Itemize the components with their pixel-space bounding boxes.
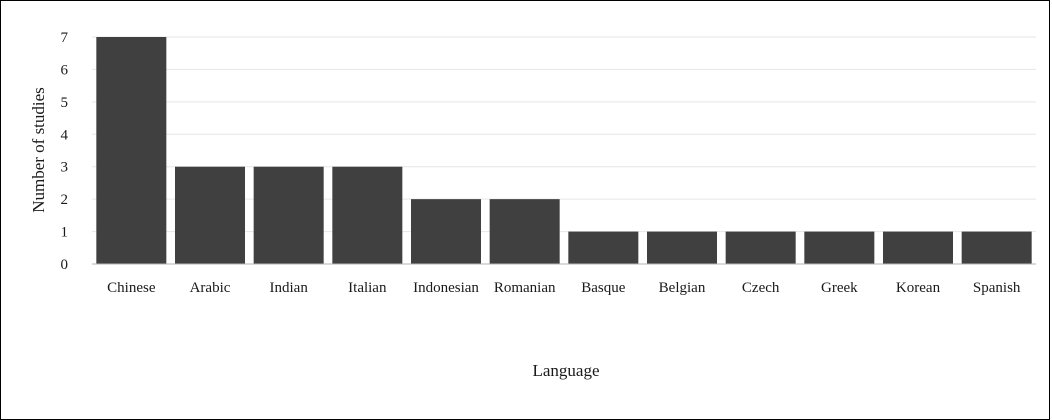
y-tick-label: 0 <box>61 257 69 273</box>
x-tick-label: Romanian <box>494 280 556 296</box>
bar-indian <box>253 166 324 264</box>
bar-romanian <box>489 199 560 264</box>
bar-indonesian <box>410 199 482 264</box>
bar-korean <box>882 231 954 264</box>
y-tick-label: 3 <box>61 160 69 176</box>
x-tick-label: Chinese <box>107 280 156 296</box>
y-tick-label: 7 <box>61 30 69 46</box>
x-tick-label: Belgian <box>659 280 706 296</box>
bars <box>96 37 1032 264</box>
x-tick-label: Indonesian <box>413 280 479 296</box>
y-tick-label: 1 <box>61 225 69 241</box>
bar-chinese <box>96 37 167 264</box>
x-tick-label: Greek <box>821 280 858 296</box>
gridlines <box>92 36 1036 233</box>
y-axis-title: Number of studies <box>29 87 48 213</box>
x-tick-label: Arabic <box>190 280 231 296</box>
bar-czech <box>725 231 796 264</box>
bar-chart: 0 1 2 3 4 5 6 7 Chinese Arabic Indian Italian Indon… <box>29 30 1036 380</box>
y-tick-label: 6 <box>61 62 69 78</box>
bar-arabic <box>174 166 246 264</box>
x-tick-label: Italian <box>348 280 387 296</box>
bar-spanish <box>961 231 1032 264</box>
x-tick-label: Indian <box>270 280 309 296</box>
bar-belgian <box>646 231 718 264</box>
x-tick-label: Czech <box>742 280 780 296</box>
y-tick-label: 5 <box>61 95 69 111</box>
x-axis-ticks: Chinese Arabic Indian Italian Indonesian Roma… <box>107 280 1021 296</box>
x-tick-label: Korean <box>896 280 941 296</box>
bar-greek <box>804 231 875 264</box>
x-axis-title: Language <box>532 361 599 380</box>
y-tick-label: 4 <box>61 127 69 143</box>
y-tick-label: 2 <box>61 192 69 208</box>
x-tick-label: Spanish <box>973 280 1021 296</box>
x-tick-label: Basque <box>581 280 626 296</box>
bar-italian <box>332 166 403 264</box>
y-axis-ticks: 0 1 2 3 4 5 6 7 <box>61 30 69 273</box>
bar-basque <box>568 231 639 264</box>
